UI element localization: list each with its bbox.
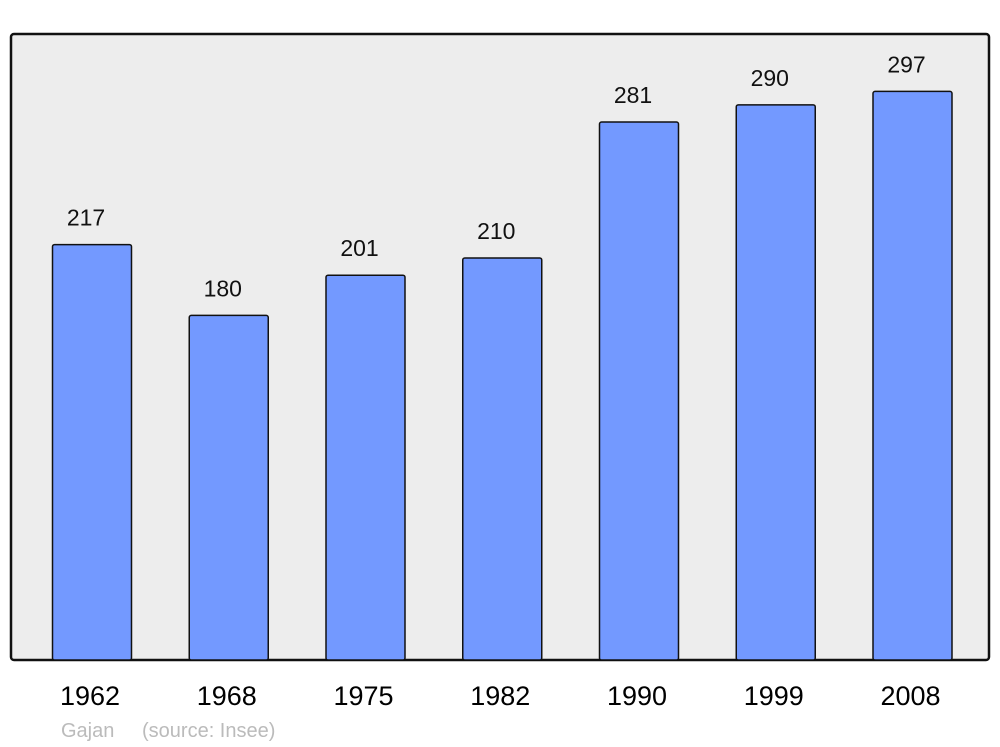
- bar-1975: [325, 274, 406, 661]
- bar-1990: [598, 121, 680, 661]
- value-label-1999: 290: [751, 65, 789, 91]
- x-tick-label-2008: 2008: [880, 681, 940, 711]
- footer-source: (source: Insee): [142, 720, 275, 742]
- bar-1962: [51, 243, 133, 661]
- x-tick-label-1968: 1968: [197, 681, 257, 711]
- value-label-2008: 297: [887, 51, 925, 77]
- x-tick-label-1962: 1962: [60, 681, 120, 711]
- bar-1982: [462, 257, 543, 661]
- value-label-1975: 201: [340, 235, 378, 261]
- x-tick-label-1982: 1982: [470, 681, 530, 711]
- value-label-1982: 210: [477, 218, 515, 244]
- bar-1999: [735, 104, 816, 661]
- x-tick-label-1975: 1975: [333, 681, 393, 711]
- bar-2008: [872, 90, 953, 661]
- bar-1968: [188, 314, 269, 661]
- value-label-1962: 217: [67, 205, 105, 231]
- value-label-1990: 281: [614, 82, 652, 108]
- x-tick-label-1990: 1990: [607, 681, 667, 711]
- x-tick-label-1999: 1999: [744, 681, 804, 711]
- value-label-1968: 180: [204, 275, 242, 301]
- footer-place: Gajan: [61, 720, 114, 742]
